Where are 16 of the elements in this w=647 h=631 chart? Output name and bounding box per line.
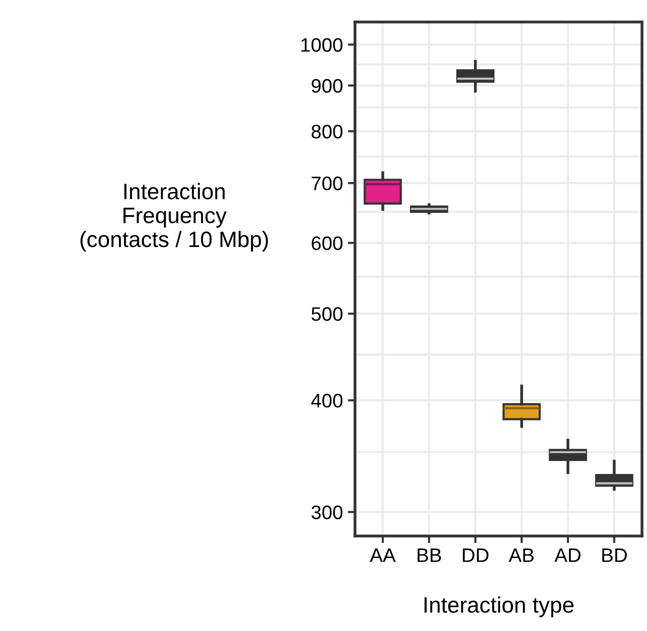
x-tick-label: AA [370,548,396,562]
x-tick-label: BB [418,548,442,562]
y-tick-label: 1000 [301,38,342,52]
y-tick-label: 300 [311,505,342,520]
y-axis-title: Interaction Frequency (contacts / 10 Mbp) [80,183,268,252]
y-tick-label: 900 [312,78,342,93]
y-tick-label: 500 [312,307,342,321]
x-tick-label: AD [554,548,581,562]
y-tick-label: 600 [312,236,342,250]
x-tick-label: AB [508,548,534,562]
x-tick-label: DD [462,548,488,562]
y-tick-label: 700 [312,176,342,190]
y-tick-label: 800 [312,124,342,138]
y-tick-label: 400 [311,394,342,408]
x-axis-title: Interaction type [424,596,574,618]
x-tick-label: BD [602,548,627,562]
